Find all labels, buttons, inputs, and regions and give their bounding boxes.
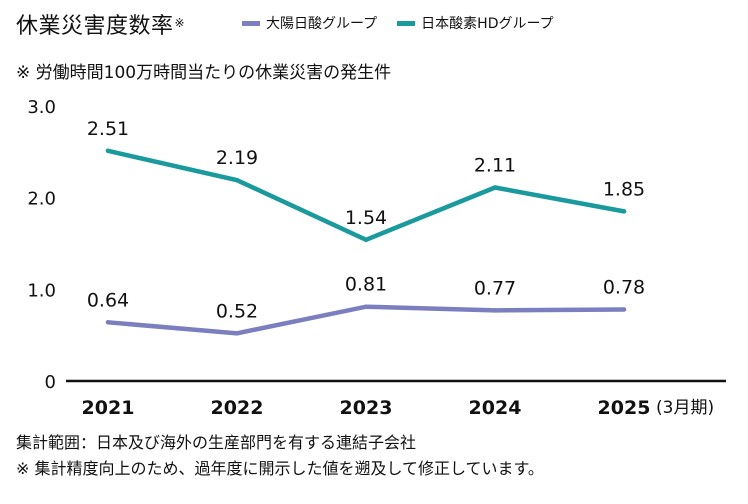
data-point [234, 177, 240, 183]
series-line-taiyo-nippon-sanso [105, 304, 627, 336]
legend-label-taiyo-nippon-sanso: 大陽日酸グループ [266, 16, 378, 32]
chart-title-text: 休業災害度数率 [16, 14, 174, 39]
chart-subtitle: ※ 労働時間100万時間当たりの休業災害の発生件 [16, 63, 392, 83]
legend-item-nippon-sanso-hd: 日本酸素HDグループ [397, 13, 554, 33]
data-label: 0.52 [216, 300, 258, 322]
y-tick-label: 2.0 [27, 189, 56, 210]
x-tick-label: 2022 [211, 397, 264, 419]
legend-label-nippon-sanso-hd: 日本酸素HDグループ [421, 16, 554, 32]
data-point [234, 331, 240, 336]
legend-swatch-taiyo-nippon-sanso [242, 20, 260, 26]
x-tick-label: 2023 [340, 397, 393, 419]
data-point [621, 209, 627, 214]
data-point [105, 320, 111, 325]
data-label: 2.11 [474, 155, 516, 177]
data-label: 0.78 [603, 276, 645, 298]
data-label: 0.64 [87, 289, 129, 311]
x-axis-suffix: (3月期) [656, 398, 714, 418]
data-point [363, 237, 369, 242]
legend-item-taiyo-nippon-sanso: 大陽日酸グループ [242, 13, 377, 33]
data-point [363, 304, 369, 309]
footnotes: 集計範囲：日本及び海外の生産部門を有する連結子会社 ※ 集計精度向上のため、過年… [16, 430, 544, 482]
legend: 大陽日酸グループ 日本酸素HDグループ [242, 13, 574, 33]
x-tick-label: 2021 [82, 397, 135, 419]
data-label: 2.19 [216, 147, 258, 169]
data-label: 1.54 [345, 207, 387, 229]
y-tick-label: 1.0 [27, 280, 56, 301]
x-tick-label: 2024 [469, 397, 522, 419]
chart-title: 休業災害度数率※ [16, 8, 185, 40]
data-point [492, 308, 498, 313]
y-tick-label: 0 [45, 372, 56, 393]
footnote-scope: 集計範囲：日本及び海外の生産部門を有する連結子会社 [16, 433, 417, 452]
data-label: 1.85 [603, 178, 645, 200]
footnote-revision: ※ 集計精度向上のため、過年度に開示した値を遡及して修正しています。 [16, 459, 544, 478]
data-label: 0.77 [474, 277, 516, 299]
data-point [492, 185, 498, 190]
data-point [621, 307, 627, 312]
data-label: 0.81 [345, 274, 387, 296]
chart-title-footnote-mark: ※ [174, 16, 186, 30]
y-tick-label: 3.0 [27, 97, 56, 118]
data-label: 2.51 [87, 118, 129, 140]
legend-swatch-nippon-sanso-hd [397, 20, 416, 26]
data-point [105, 148, 111, 154]
x-tick-label: 2025 [598, 397, 651, 419]
